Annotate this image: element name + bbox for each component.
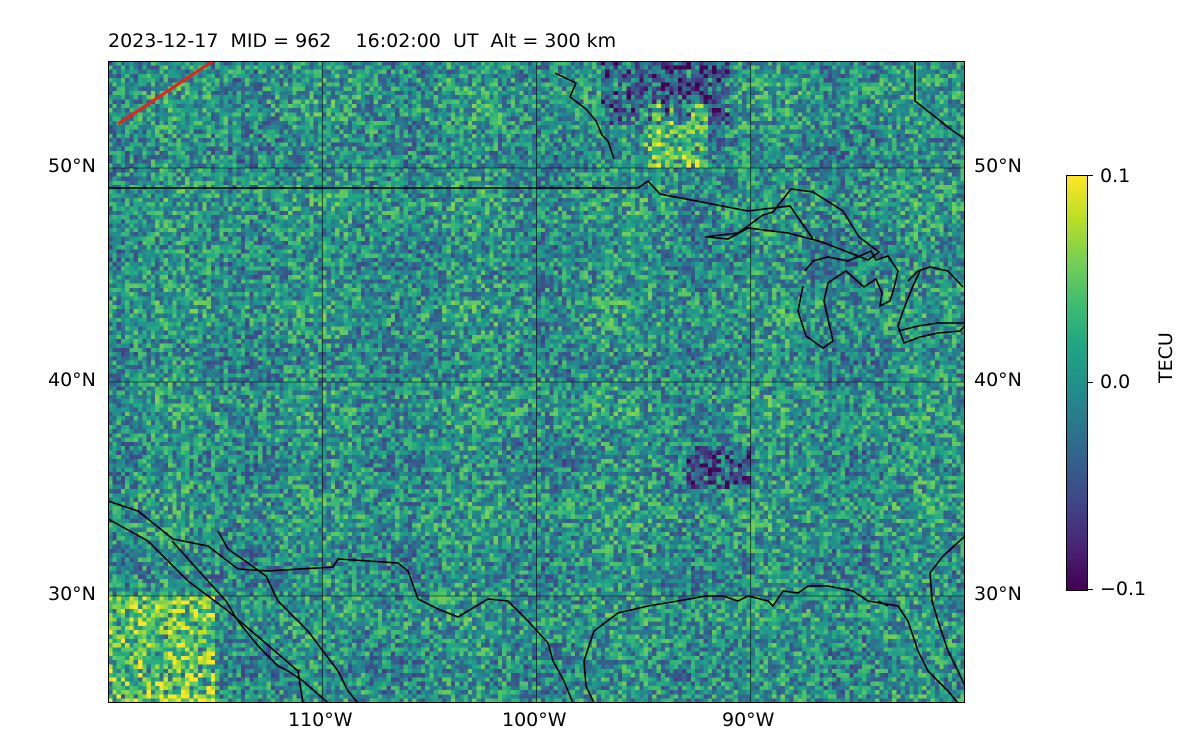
lat-label-right-40: 40°N — [974, 369, 1022, 391]
hudson-bay-coast — [914, 61, 965, 140]
colorbar-label-min: −0.1 — [1100, 578, 1147, 600]
lake-winnipeg — [554, 72, 615, 160]
lat-label-right-50: 50°N — [974, 155, 1022, 177]
gulf-california — [217, 530, 359, 703]
canada-east — [907, 266, 964, 288]
baja-inner — [171, 540, 329, 703]
lake-erie — [897, 322, 965, 332]
us-canada-border — [108, 179, 814, 240]
colorbar-tick-bottom — [1087, 589, 1093, 590]
lake-huron — [897, 270, 965, 345]
lat-label-left-40: 40°N — [48, 369, 96, 391]
lat-label-left-30: 30°N — [48, 583, 96, 605]
lon-label-100w: 100°W — [502, 709, 567, 731]
lat-label-left-50: 50°N — [48, 155, 96, 177]
colorbar-label-zero: 0.0 — [1100, 371, 1131, 393]
gridlines — [108, 61, 965, 703]
us-mexico-border — [108, 500, 574, 703]
baja-coast — [108, 518, 304, 703]
atlantic-coast — [929, 535, 965, 687]
lon-label-90w: 90°W — [722, 709, 775, 731]
map-title: 2023-12-17 MID = 962 16:02:00 UT Alt = 3… — [108, 30, 617, 52]
tec-map[interactable] — [108, 61, 965, 703]
map-overlay — [108, 61, 965, 703]
lake-superior — [704, 188, 881, 261]
colorbar-tick-mid — [1087, 382, 1093, 383]
florida-west — [877, 600, 889, 607]
lon-label-110w: 110°W — [288, 709, 353, 731]
colorbar-title: TECU — [1155, 332, 1177, 383]
coastlines — [108, 61, 965, 703]
lake-michigan — [797, 249, 899, 349]
satellite-track — [117, 61, 214, 126]
lat-label-right-30: 30°N — [974, 583, 1022, 605]
colorbar-tick-top — [1087, 175, 1093, 176]
colorbar — [1066, 175, 1088, 591]
colorbar-label-max: 0.1 — [1100, 165, 1131, 187]
gulf-coast — [583, 585, 959, 703]
